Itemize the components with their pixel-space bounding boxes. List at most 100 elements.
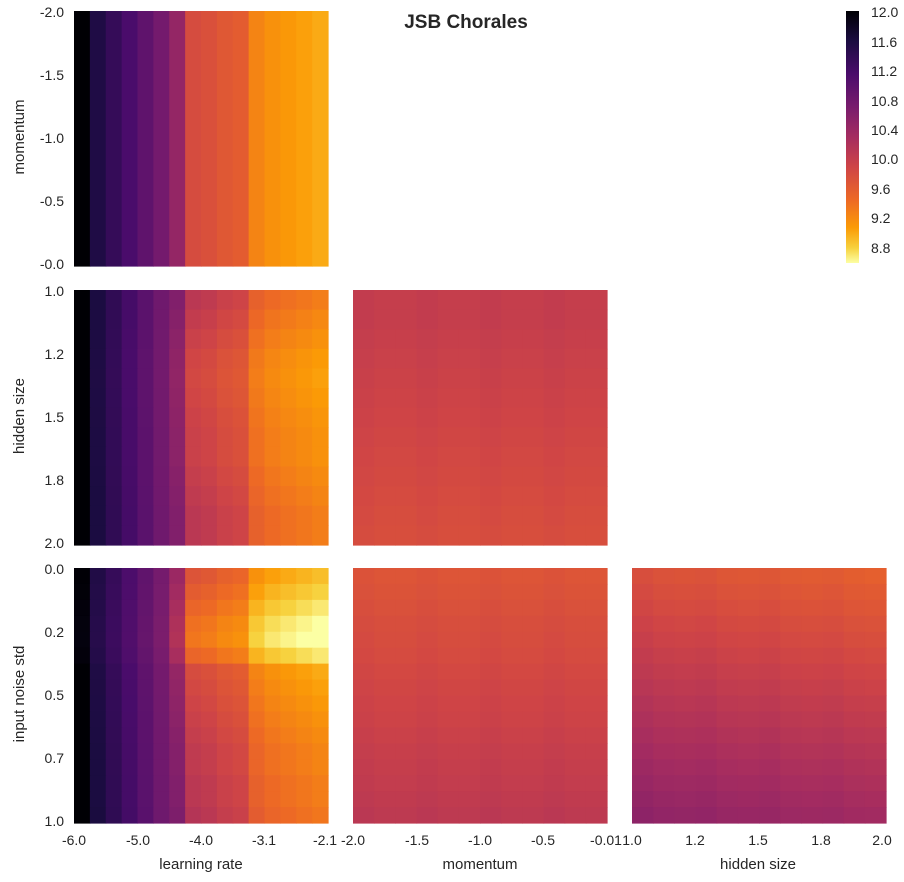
heatmap-cell (695, 568, 718, 585)
heatmap-cell (674, 695, 697, 713)
heatmap-cell (232, 525, 250, 546)
heatmap-cell (632, 743, 654, 760)
heatmap-cell (564, 759, 587, 776)
heatmap-cell (137, 615, 154, 633)
heatmap-cell (501, 583, 523, 601)
heatmap-cell (232, 568, 250, 585)
heatmap-cell (522, 711, 545, 728)
heatmap-cell (480, 647, 502, 665)
heatmap-cell (74, 759, 91, 776)
heatmap-cell (89, 711, 107, 728)
heatmap-cell (759, 695, 781, 713)
heatmap-cell (232, 11, 250, 267)
heatmap-cell (232, 348, 250, 370)
heatmap-cell (737, 743, 760, 760)
heatmap-cell (437, 743, 460, 760)
heatmap-cell (121, 679, 139, 697)
heatmap-cell (201, 446, 218, 468)
heatmap-cell (737, 791, 760, 808)
y-axis-label-input-noise-std: input noise std (11, 646, 28, 743)
heatmap-cell (374, 663, 396, 681)
heatmap-cell (264, 807, 281, 824)
heatmap-cell (543, 348, 566, 370)
heatmap-cell (216, 348, 234, 370)
heatmap-cell (232, 743, 250, 760)
heatmap-cell (312, 679, 329, 697)
heatmap-cell (248, 615, 266, 633)
heatmap-cell (232, 775, 250, 792)
heatmap-cell (653, 727, 675, 744)
heatmap-cell (232, 631, 250, 649)
heatmap-cell (153, 388, 170, 409)
heatmap-cell (801, 663, 824, 681)
heatmap-cell (121, 309, 139, 330)
heatmap-cell (674, 727, 697, 744)
heatmap-cell (216, 711, 234, 728)
heatmap-cell (564, 348, 587, 370)
heatmap-cell (585, 427, 608, 448)
heatmap-cell (216, 290, 234, 311)
heatmap-cell (121, 486, 139, 507)
heatmap-cell (137, 599, 154, 617)
heatmap-cell (185, 290, 202, 311)
x-axis-label-learning-rate: learning rate (159, 856, 242, 873)
heatmap-cell (312, 599, 329, 617)
heatmap-cell (480, 615, 502, 633)
heatmap-cell (201, 679, 218, 697)
heatmap-cell (395, 807, 418, 824)
heatmap-cell (280, 309, 297, 330)
heatmap-cell (216, 568, 234, 585)
heatmap-cell (216, 309, 234, 330)
heatmap-cell (501, 329, 523, 350)
heatmap-cell (137, 309, 154, 330)
heatmap-cell (843, 583, 866, 601)
heatmap-cell (822, 583, 845, 601)
heatmap-cell (74, 599, 91, 617)
heatmap-cell (458, 446, 481, 468)
heatmap-cell (137, 791, 154, 808)
heatmap-cell (296, 525, 313, 546)
heatmap-cell (822, 647, 845, 665)
heatmap-cell (153, 743, 170, 760)
heatmap-cell (216, 505, 234, 526)
heatmap-cell (169, 466, 186, 487)
heatmap-cell (395, 583, 418, 601)
heatmap-cell (653, 663, 675, 681)
heatmap-cell (74, 525, 91, 546)
heatmap-cell (522, 466, 545, 487)
heatmap-cell (437, 759, 460, 776)
heatmap-cell (74, 807, 91, 824)
heatmap-cell (416, 775, 439, 792)
heatmap-cell (585, 525, 608, 546)
heatmap-cell (216, 446, 234, 468)
y-tick-label: 2.0 (45, 535, 65, 551)
heatmap-cell (843, 647, 866, 665)
heatmap-cell (153, 583, 170, 601)
heatmap-cell (121, 368, 139, 389)
heatmap-cell (296, 348, 313, 370)
heatmap-cell (74, 11, 91, 267)
heatmap-cell (248, 446, 266, 468)
heatmap-cell (201, 775, 218, 792)
heatmap-cell (416, 486, 439, 507)
heatmap-cell (501, 348, 523, 370)
heatmap-cell (759, 759, 781, 776)
heatmap-cell (564, 368, 587, 389)
heatmap-cell (395, 525, 418, 546)
heatmap-cell (374, 348, 396, 370)
heatmap-cell (395, 427, 418, 448)
x-tick-label: -2.0 (341, 832, 365, 848)
heatmap-cell (737, 679, 760, 697)
y-axis-label-hidden-size: hidden size (11, 378, 28, 454)
heatmap-cell (632, 568, 654, 585)
x-axis-label-momentum: momentum (442, 856, 517, 873)
heatmap-cell (780, 631, 802, 649)
heatmap-cell (280, 759, 297, 776)
heatmap-cell (864, 679, 887, 697)
heatmap-cell (296, 759, 313, 776)
heatmap-cell (374, 309, 396, 330)
heatmap-cell (74, 663, 91, 681)
heatmap-cell (74, 486, 91, 507)
heatmap-cell (416, 791, 439, 808)
